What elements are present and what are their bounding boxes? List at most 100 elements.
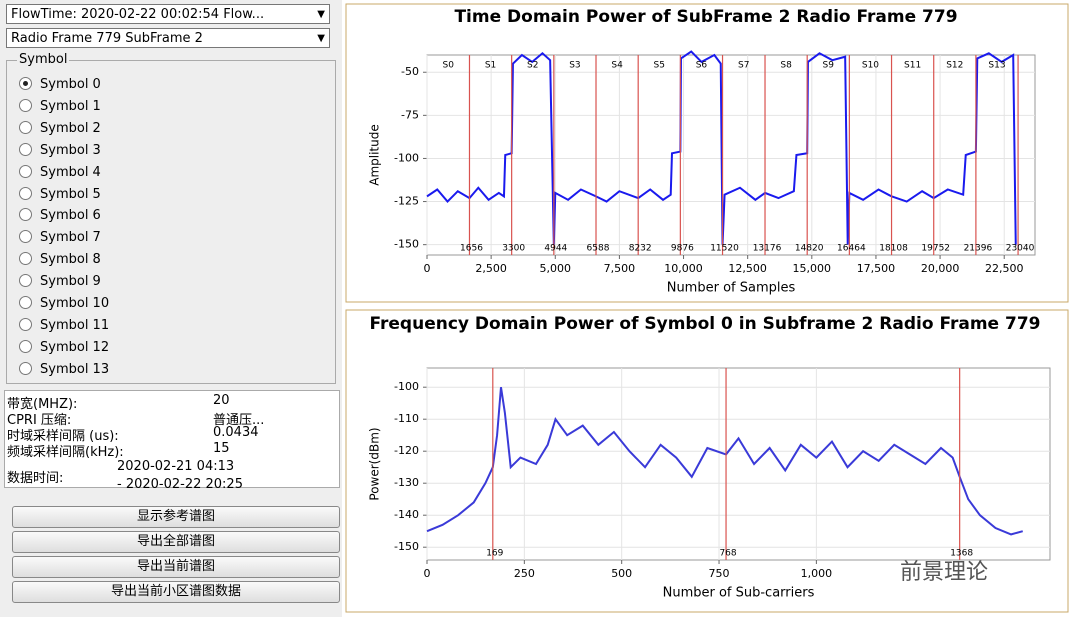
frame-dropdown[interactable]: Radio Frame 779 SubFrame 2 bbox=[6, 28, 330, 48]
radio-circle[interactable] bbox=[19, 317, 32, 331]
radio-circle[interactable] bbox=[19, 186, 32, 200]
radio-label: Symbol 6 bbox=[40, 208, 101, 224]
radio-label: Symbol 3 bbox=[40, 142, 101, 158]
marker-label: 19752 bbox=[921, 244, 950, 254]
radio-circle[interactable] bbox=[19, 296, 32, 309]
y-tick-label: -100 bbox=[394, 380, 419, 393]
marker-label: 16464 bbox=[837, 244, 866, 254]
x-tick-label: 10,000 bbox=[664, 262, 703, 275]
radio-label: Symbol 10 bbox=[40, 296, 110, 311]
radio-circle[interactable] bbox=[19, 252, 32, 266]
segment-label: S2 bbox=[527, 61, 538, 71]
flowtime-dropdown[interactable]: FlowTime: 2020-02-22 00:02:54 Flow... bbox=[6, 4, 330, 24]
info-key: 带宽(MHZ): bbox=[7, 397, 78, 412]
radio-circle[interactable] bbox=[19, 98, 32, 112]
x-tick-label: 2,500 bbox=[475, 262, 507, 275]
symbol-radio[interactable]: Symbol 13 bbox=[19, 360, 109, 380]
chart-title: Time Domain Power of SubFrame 2 Radio Fr… bbox=[454, 7, 958, 27]
symbol-radio[interactable]: Symbol 4 bbox=[19, 163, 101, 183]
x-tick-label: 7,500 bbox=[604, 262, 636, 275]
info-key: 频域采样间隔(kHz): bbox=[7, 445, 124, 460]
segment-label: S12 bbox=[946, 61, 963, 71]
x-tick-label: 0 bbox=[424, 567, 431, 580]
button[interactable]: 显示参考谱图 bbox=[12, 506, 340, 528]
x-tick-label: 15,000 bbox=[793, 262, 832, 275]
marker-label: 768 bbox=[719, 549, 736, 559]
marker-label: 23040 bbox=[1006, 244, 1035, 254]
segment-label: S3 bbox=[569, 61, 580, 71]
x-tick-label: 1,000 bbox=[801, 567, 833, 580]
x-tick-label: 12,500 bbox=[728, 262, 767, 275]
y-tick-label: -140 bbox=[394, 508, 419, 521]
info-value: 普通压... bbox=[213, 413, 265, 428]
signal-line bbox=[426, 387, 1024, 536]
marker-label: 18108 bbox=[879, 244, 908, 254]
radio-circle[interactable] bbox=[19, 77, 32, 90]
radio-circle[interactable] bbox=[19, 142, 32, 156]
segment-label: S1 bbox=[485, 61, 496, 71]
marker-label: 21396 bbox=[964, 244, 993, 254]
x-tick-label: 17,500 bbox=[857, 262, 896, 275]
radio-circle[interactable] bbox=[19, 208, 32, 222]
symbol-radio[interactable]: Symbol 3 bbox=[19, 141, 101, 161]
button[interactable]: 导出当前小区谱图数据 bbox=[12, 581, 340, 603]
symbol-radio[interactable]: Symbol 1 bbox=[19, 97, 101, 117]
radio-label: Symbol 5 bbox=[40, 186, 101, 202]
radio-label: Symbol 11 bbox=[40, 317, 110, 333]
radio-circle[interactable] bbox=[19, 274, 32, 288]
plot-area bbox=[426, 367, 1051, 561]
chart-title: Frequency Domain Power of Symbol 0 in Su… bbox=[369, 314, 1041, 334]
segment-label: S5 bbox=[654, 61, 665, 71]
button[interactable]: 导出当前谱图 bbox=[12, 556, 340, 578]
y-axis-label: Power(dBm) bbox=[368, 427, 382, 500]
radio-label: Symbol 13 bbox=[40, 361, 110, 377]
marker-label: 9876 bbox=[671, 244, 694, 254]
radio-label: Symbol 7 bbox=[40, 230, 101, 246]
symbol-radio[interactable]: Symbol 8 bbox=[19, 250, 101, 270]
radio-label: Symbol 12 bbox=[40, 339, 110, 355]
radio-label: Symbol 1 bbox=[40, 98, 101, 114]
info-value: - 2020-02-22 20:25 bbox=[117, 477, 243, 492]
plot-area bbox=[426, 54, 1036, 256]
symbol-radio[interactable]: Symbol 6 bbox=[19, 206, 101, 226]
watermark: 前景理论 bbox=[900, 560, 989, 585]
segment-label: S13 bbox=[988, 61, 1005, 71]
marker-label: 8232 bbox=[629, 244, 652, 254]
info-value: 2020-02-21 04:13 bbox=[117, 459, 235, 474]
x-tick-label: 0 bbox=[424, 262, 431, 275]
symbol-radio[interactable]: Symbol 7 bbox=[19, 228, 101, 248]
symbol-radio[interactable]: Symbol 12 bbox=[19, 338, 109, 358]
symbol-radio[interactable]: Symbol 0 bbox=[19, 75, 101, 95]
info-value: 20 bbox=[213, 393, 230, 408]
marker-label: 1368 bbox=[950, 549, 973, 559]
radio-circle[interactable] bbox=[19, 230, 32, 244]
segment-label: S7 bbox=[738, 61, 749, 71]
segment-label: S4 bbox=[611, 61, 623, 71]
x-axis-label: Number of Sub-carriers bbox=[663, 586, 815, 601]
segment-label: S0 bbox=[443, 61, 455, 71]
x-tick-label: 20,000 bbox=[921, 262, 960, 275]
y-tick-label: -130 bbox=[394, 476, 419, 489]
symbol-radio[interactable]: Symbol 10 bbox=[19, 294, 109, 314]
info-box: 带宽(MHZ): 20 CPRI 压缩: 普通压... 时域采样间隔 (us): 0.04… bbox=[4, 390, 340, 492]
symbol-radio[interactable]: Symbol 5 bbox=[19, 185, 101, 205]
symbol-radio[interactable]: Symbol 9 bbox=[19, 272, 101, 292]
radio-circle[interactable] bbox=[19, 164, 32, 178]
segment-label: S6 bbox=[696, 61, 708, 71]
marker-label: 1656 bbox=[460, 244, 483, 254]
y-tick-label: -120 bbox=[394, 444, 419, 457]
y-tick-label: -110 bbox=[394, 412, 419, 425]
marker-label: 14820 bbox=[795, 244, 824, 254]
radio-label: Symbol 9 bbox=[40, 274, 101, 290]
y-tick-label: -100 bbox=[394, 151, 419, 164]
radio-circle[interactable] bbox=[19, 120, 32, 134]
symbol-group: Symbol Symbol 0 Symbol 1 Symbol 2 Symbol 3 S… bbox=[6, 52, 336, 384]
button[interactable]: 导出全部谱图 bbox=[12, 531, 340, 553]
radio-circle[interactable] bbox=[19, 339, 32, 353]
symbol-radio[interactable]: Symbol 11 bbox=[19, 316, 109, 336]
symbol-radio[interactable]: Symbol 2 bbox=[19, 119, 101, 139]
radio-circle[interactable] bbox=[19, 361, 32, 375]
marker-label: 169 bbox=[486, 549, 503, 559]
